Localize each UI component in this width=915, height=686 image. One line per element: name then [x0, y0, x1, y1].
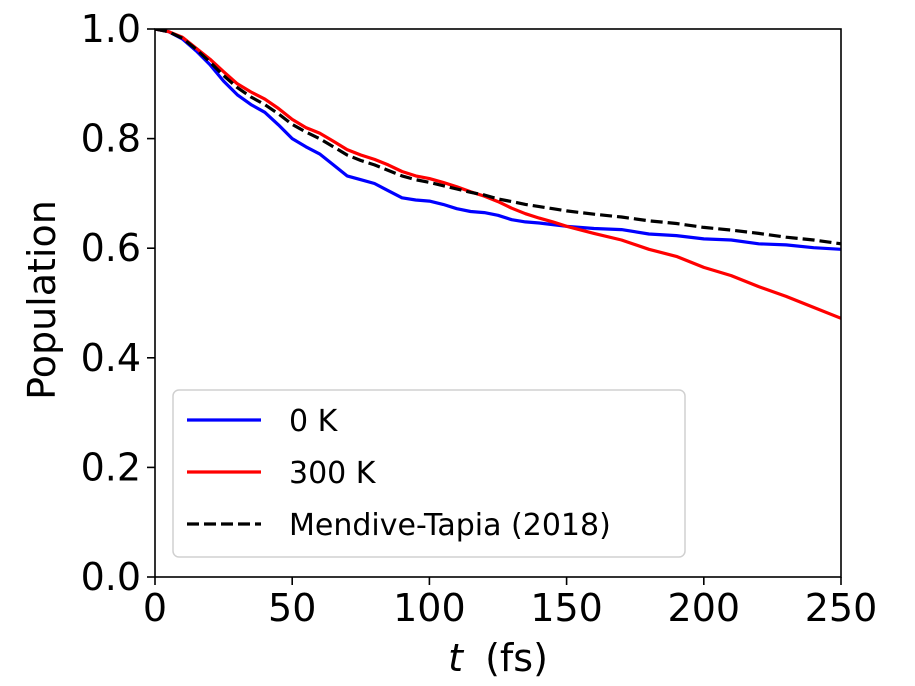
- y-tick-label: 0.4: [81, 336, 141, 380]
- ticks-group: 0 50 100 150 200 250 0.0 0.2 0.4 0.6 0.8 1.0: [81, 7, 878, 630]
- legend-label-1: 300 K: [289, 456, 377, 491]
- y-tick-label: 0.2: [81, 445, 141, 489]
- y-axis-label: Population: [20, 200, 64, 400]
- x-tick-label: 150: [530, 586, 603, 630]
- y-tick-label: 1.0: [81, 7, 141, 51]
- x-tick-label: 250: [805, 586, 878, 630]
- series-group: [155, 29, 841, 320]
- y-tick-label: 0.8: [81, 117, 141, 161]
- x-axis-label-unit: (fs): [485, 636, 548, 680]
- axes-frame: [154, 28, 842, 578]
- x-tick-label: 200: [668, 586, 741, 630]
- x-tick-label: 100: [393, 586, 466, 630]
- series-line-1: [155, 29, 841, 320]
- x-axis-label-variable: t: [448, 636, 465, 680]
- series-line-0: [155, 29, 841, 251]
- series-line-2: [155, 29, 841, 246]
- x-tick-label: 0: [143, 586, 167, 630]
- x-tick-label: 50: [268, 586, 316, 630]
- x-axis-label: t (fs): [448, 636, 548, 680]
- y-tick-label: 0.6: [81, 226, 141, 270]
- legend-label-2: Mendive-Tapia (2018): [289, 508, 611, 543]
- legend: 0 K 300 K Mendive-Tapia (2018): [172, 389, 686, 558]
- legend-label-0: 0 K: [289, 404, 339, 439]
- legend-box: [172, 389, 686, 558]
- y-tick-label: 0.0: [81, 555, 141, 599]
